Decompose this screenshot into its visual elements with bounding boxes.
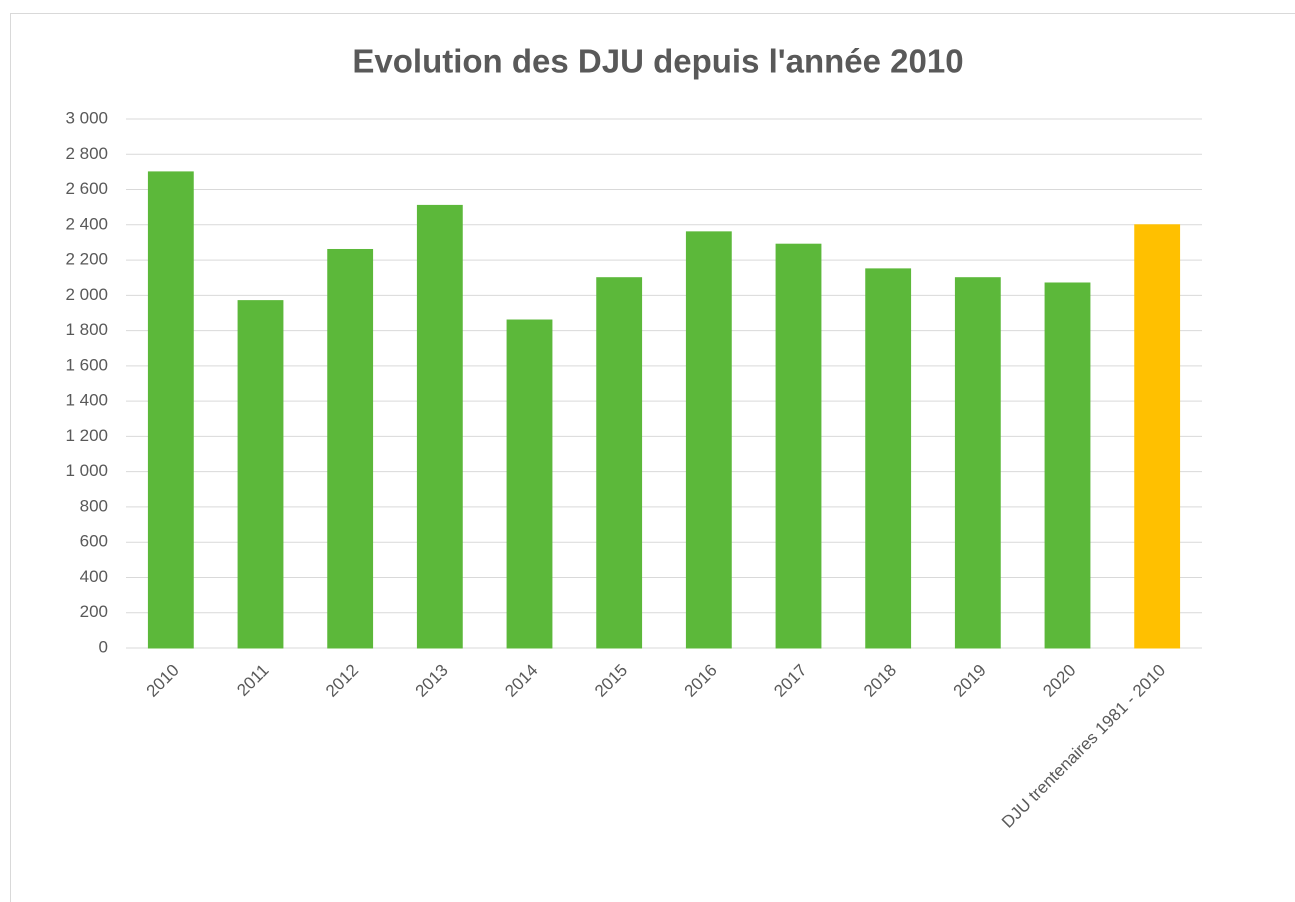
chart-title: Evolution des DJU depuis l'année 2010 xyxy=(352,43,963,80)
y-tick-label: 1 200 xyxy=(65,426,108,445)
bar xyxy=(775,243,822,649)
x-tick-label: 2016 xyxy=(681,661,721,701)
x-tick-label: 2018 xyxy=(860,661,900,701)
bar xyxy=(596,277,643,649)
x-tick-label: 2013 xyxy=(412,661,452,701)
bar xyxy=(865,268,912,649)
bar xyxy=(685,231,732,649)
bar xyxy=(506,319,553,649)
x-tick-label: 2017 xyxy=(770,661,810,701)
x-tick-label: 2019 xyxy=(950,661,990,701)
x-tick-label: 2010 xyxy=(143,661,183,701)
bar xyxy=(954,277,1001,649)
bar xyxy=(416,204,463,649)
y-tick-label: 1 800 xyxy=(65,320,108,339)
y-tick-label: 200 xyxy=(80,602,108,621)
x-tick-label: 2014 xyxy=(501,661,541,701)
x-tick-label: DJU trentenaires 1981 - 2010 xyxy=(998,661,1169,832)
y-tick-label: 1 400 xyxy=(65,391,108,410)
y-tick-label: 2 400 xyxy=(65,214,108,233)
y-tick-label: 2 800 xyxy=(65,144,108,163)
y-tick-label: 3 000 xyxy=(65,108,108,127)
x-tick-label: 2020 xyxy=(1039,661,1079,701)
y-tick-label: 0 xyxy=(99,637,108,656)
chart-frame xyxy=(10,13,1295,902)
x-tick-label: 2011 xyxy=(233,661,272,700)
bar xyxy=(1134,224,1181,649)
y-tick-label: 400 xyxy=(80,567,108,586)
y-tick-label: 2 600 xyxy=(65,179,108,198)
y-tick-label: 2 000 xyxy=(65,285,108,304)
x-tick-label: 2015 xyxy=(591,661,631,701)
bar xyxy=(237,300,284,649)
y-tick-label: 600 xyxy=(80,532,108,551)
y-tick-label: 1 000 xyxy=(65,461,108,480)
bar xyxy=(1044,282,1091,649)
y-tick-label: 800 xyxy=(80,496,108,515)
bar xyxy=(147,171,194,649)
x-tick-label: 2012 xyxy=(322,661,362,701)
y-tick-label: 1 600 xyxy=(65,355,108,374)
bar xyxy=(327,248,374,649)
y-tick-label: 2 200 xyxy=(65,250,108,269)
